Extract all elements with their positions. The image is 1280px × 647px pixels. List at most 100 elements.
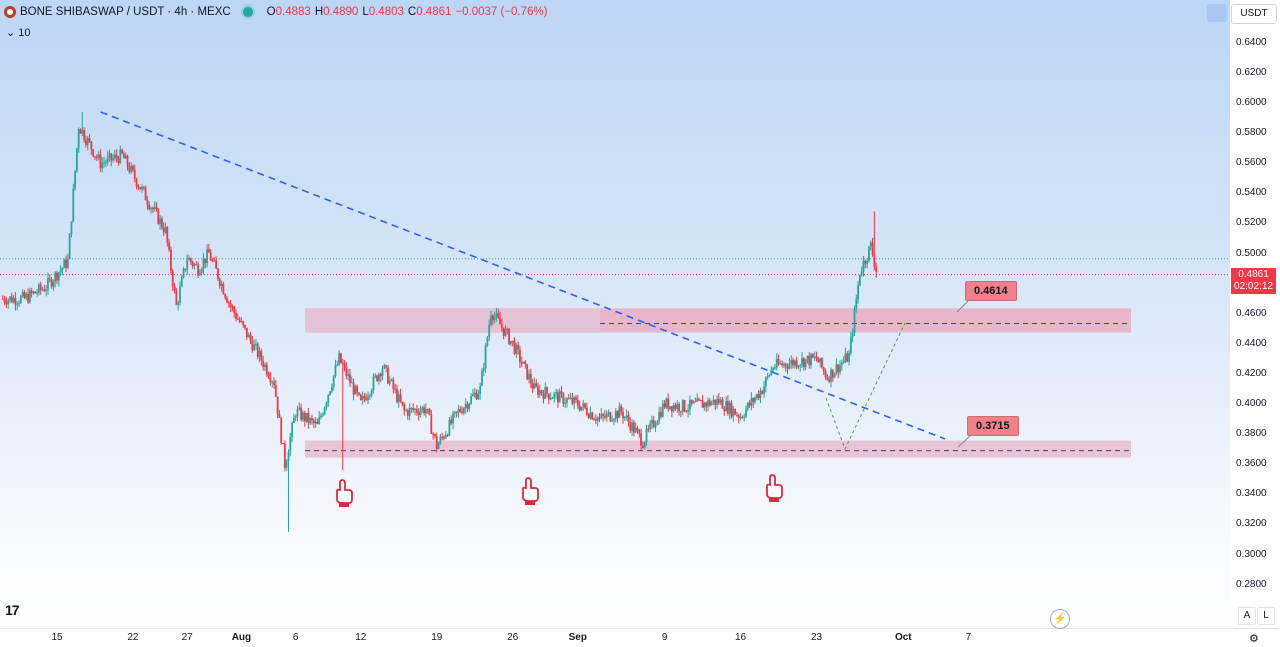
candle-body (513, 341, 516, 354)
candle-body (495, 313, 498, 317)
gear-icon[interactable]: ⚙ (1249, 633, 1259, 645)
price-tick-label: 0.4200 (1236, 367, 1267, 379)
candle-body (716, 398, 718, 405)
candle-body (278, 413, 281, 418)
candle-body (32, 291, 35, 294)
candle-body (314, 421, 317, 424)
candle-body (43, 289, 46, 292)
price-tick-label: 0.3400 (1236, 488, 1267, 500)
candle-body (446, 435, 449, 437)
ohlc-close-key: C (407, 6, 417, 18)
candle-body (631, 422, 633, 431)
candle-body (94, 156, 96, 158)
candle-body (30, 290, 33, 294)
candle-body (801, 358, 803, 365)
candle-body (146, 200, 149, 205)
candle-body (457, 409, 460, 413)
candle-body (287, 452, 290, 461)
candle-body (1, 298, 4, 300)
candle-body (792, 359, 794, 366)
candle-body (52, 281, 55, 287)
candle-body (213, 260, 216, 262)
price-axis[interactable] (1230, 0, 1280, 628)
candle-body (582, 403, 585, 407)
candle-body (520, 362, 523, 364)
candle-body (714, 399, 717, 405)
candle-body (558, 391, 561, 403)
symbol-title[interactable]: BONE SHIBASWAP / USDT · 4h · MEXC (20, 6, 231, 18)
candle-body (793, 360, 796, 366)
candle-body (506, 329, 509, 331)
candle-body (441, 436, 444, 438)
time-tick-label: Oct (894, 632, 912, 643)
time-axis[interactable] (0, 628, 1280, 647)
candle-body (72, 188, 75, 222)
candle-body (274, 384, 277, 397)
candle-body (209, 252, 212, 261)
candle-body (839, 364, 841, 373)
candle-body (537, 386, 539, 395)
chart-plot-area[interactable] (0, 0, 1230, 628)
candle-body (126, 155, 129, 167)
candle-body (56, 272, 58, 281)
candle-body (381, 368, 384, 377)
candle-body (303, 412, 306, 422)
tradingview-logo-icon[interactable]: 17 (5, 602, 20, 618)
candle-body (9, 296, 11, 300)
candle-body (725, 401, 727, 412)
candle-body (285, 460, 288, 468)
auto-scale-button[interactable]: A (1238, 607, 1256, 625)
candle-body (269, 377, 272, 382)
price-tick-label: 0.3000 (1236, 548, 1267, 560)
ohlc-open-value: 0.4883 (275, 6, 311, 18)
candle-body (88, 138, 91, 142)
candle-body (509, 340, 512, 345)
candle-body (119, 149, 122, 164)
candle-body (92, 149, 95, 157)
candle-body (755, 394, 758, 399)
candle-body (444, 435, 447, 439)
candle-body (837, 364, 840, 373)
candle-body (611, 420, 614, 422)
candle-body (746, 402, 749, 410)
log-scale-button[interactable]: L (1257, 607, 1275, 625)
candle-body (247, 334, 250, 338)
candle-body (327, 394, 330, 403)
time-tick-label: 6 (292, 632, 299, 643)
candle-body (703, 402, 706, 408)
candle-body (649, 423, 652, 429)
price-tick-label: 0.4000 (1236, 398, 1267, 409)
candlestick-chart[interactable] (0, 0, 1230, 628)
candle-body (349, 374, 351, 383)
candle-body (461, 411, 463, 414)
candle-body (298, 407, 301, 410)
candle-body (54, 272, 57, 282)
candle-body (59, 270, 62, 273)
candle-body (547, 393, 550, 400)
volume-toggle[interactable]: ⌄ 10 (6, 27, 31, 39)
candle-body (616, 411, 619, 418)
chart-settings-button[interactable] (1207, 4, 1227, 22)
candle-body (359, 394, 362, 400)
descending-trendline (100, 111, 946, 440)
currency-button[interactable]: USDT (1231, 4, 1277, 24)
candle-body (540, 390, 543, 394)
candle-body (236, 318, 239, 320)
candle-body (101, 162, 104, 169)
pointing-hand-icon (336, 479, 353, 507)
candle-body (560, 391, 563, 394)
candle-body (868, 246, 870, 261)
candle-body (291, 422, 293, 437)
pointing-hand-icon (522, 477, 539, 505)
candle-body (434, 434, 436, 437)
candle-body (529, 374, 532, 384)
candle-body (831, 369, 834, 378)
candle-body (123, 153, 125, 159)
candle-body (783, 363, 785, 366)
candle-body (399, 394, 402, 402)
lightning-icon[interactable]: ⚡ (1050, 609, 1070, 629)
candle-body (220, 283, 223, 286)
candle-body (790, 359, 793, 364)
candle-body (591, 412, 594, 420)
candle-body (596, 417, 599, 421)
